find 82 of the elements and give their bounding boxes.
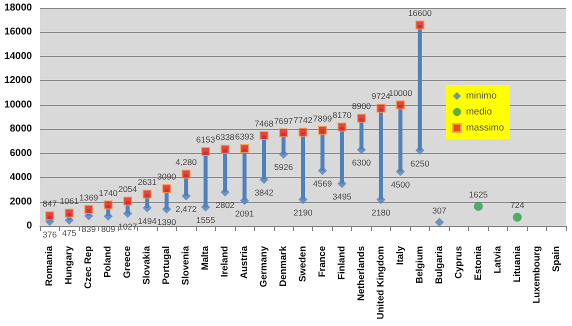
data-label: 1625 bbox=[468, 189, 488, 200]
data-label: 1494 bbox=[138, 216, 157, 226]
x-tick-label: Slovenia bbox=[180, 245, 192, 286]
data-label: 1369 bbox=[79, 192, 98, 202]
data-label: 2190 bbox=[294, 207, 313, 218]
x-tick-label: United Kingdom bbox=[375, 246, 386, 320]
x-tick-label: France bbox=[316, 246, 328, 278]
data-label: 7899 bbox=[313, 113, 332, 124]
y-tick-label: 2000 bbox=[10, 196, 32, 208]
x-tick-label: Austria bbox=[239, 245, 250, 279]
x-tick-label: Belgium bbox=[414, 246, 426, 284]
data-label: 809 bbox=[101, 224, 116, 234]
data-label: 847 bbox=[42, 198, 58, 209]
data-label: 8900 bbox=[352, 101, 372, 112]
x-tick-label: Czec Rep bbox=[83, 246, 94, 289]
data-label: 2631 bbox=[138, 177, 157, 188]
data-label: 8170 bbox=[332, 110, 352, 120]
data-label: 724 bbox=[510, 200, 525, 210]
data-label: 2180 bbox=[371, 208, 391, 218]
y-tick-label: 6000 bbox=[10, 148, 32, 159]
x-tick-label: Denmark bbox=[278, 245, 290, 287]
y-tick-label: 18000 bbox=[4, 2, 32, 14]
data-label: 7468 bbox=[254, 118, 274, 129]
data-label: 307 bbox=[432, 205, 447, 216]
y-tick-label: 14000 bbox=[4, 50, 32, 62]
y-tick-label: 10000 bbox=[4, 99, 32, 110]
data-label: 6250 bbox=[410, 158, 430, 168]
y-tick-label: 0 bbox=[26, 220, 32, 232]
data-label: 7697 bbox=[274, 116, 294, 126]
x-tick-label: Italy bbox=[394, 245, 406, 266]
x-tick-label: Spain bbox=[550, 246, 562, 272]
x-tick-label: Cyprus bbox=[453, 246, 464, 279]
legend-label: minimo bbox=[466, 90, 497, 102]
x-tick-label: Slovakia bbox=[142, 245, 153, 285]
y-tick-label: 4000 bbox=[10, 172, 32, 184]
data-label: 1390 bbox=[157, 217, 176, 228]
x-tick-label: Netherlands bbox=[356, 246, 367, 301]
data-label: 6393 bbox=[235, 132, 254, 142]
data-label: 1740 bbox=[98, 188, 118, 198]
x-tick-label: Finland bbox=[336, 246, 348, 280]
data-label: 4,280 bbox=[175, 157, 198, 168]
x-tick-label: Latvia bbox=[492, 245, 504, 274]
data-label: 1061 bbox=[60, 196, 79, 206]
x-tick-label: Estonia bbox=[472, 245, 484, 280]
x-tick-label: Malta bbox=[200, 245, 212, 270]
data-label: 839 bbox=[82, 224, 96, 234]
y-tick-label: 12000 bbox=[4, 75, 32, 86]
x-tick-label: Bulgaria bbox=[434, 245, 445, 284]
x-tick-label: Germany bbox=[258, 245, 270, 288]
data-label: 2054 bbox=[118, 184, 138, 194]
data-label: 16600 bbox=[408, 8, 432, 18]
x-tick-label: Sweden bbox=[298, 246, 308, 282]
data-label: 376 bbox=[42, 229, 58, 240]
data-label: 3842 bbox=[254, 187, 274, 198]
data-label: 2091 bbox=[235, 208, 254, 219]
data-label: 6153 bbox=[196, 134, 216, 144]
data-label: 5926 bbox=[274, 162, 294, 172]
data-label: 475 bbox=[62, 228, 77, 238]
data-label: 7742 bbox=[294, 115, 313, 126]
data-label: 2802 bbox=[216, 200, 235, 210]
x-tick-label: Poland bbox=[102, 246, 114, 278]
x-tick-label: Ireland bbox=[220, 246, 231, 278]
x-tick-label: Lituania bbox=[512, 245, 523, 282]
data-label: 1555 bbox=[196, 215, 216, 226]
x-tick-label: Romania bbox=[44, 245, 56, 286]
data-label: 9724 bbox=[371, 91, 391, 102]
data-label: 4500 bbox=[390, 180, 410, 190]
legend-label: massimo bbox=[466, 122, 504, 134]
data-label: 3090 bbox=[157, 172, 176, 182]
data-label: 10000 bbox=[388, 88, 412, 98]
x-tick-label: Luxembourg bbox=[531, 246, 542, 304]
x-tick-label: Portugal bbox=[161, 246, 172, 285]
data-label: 6300 bbox=[352, 158, 372, 168]
y-tick-label: 16000 bbox=[4, 26, 32, 38]
data-label: 3495 bbox=[332, 192, 352, 202]
legend-label: medio bbox=[466, 106, 492, 118]
data-label: 4569 bbox=[313, 178, 332, 189]
x-tick-label: Hungary bbox=[64, 245, 75, 285]
data-label: 6338 bbox=[216, 132, 235, 142]
x-tick-label: Greece bbox=[122, 246, 134, 278]
data-label: 2,472 bbox=[175, 204, 198, 214]
y-tick-label: 8000 bbox=[10, 124, 32, 135]
